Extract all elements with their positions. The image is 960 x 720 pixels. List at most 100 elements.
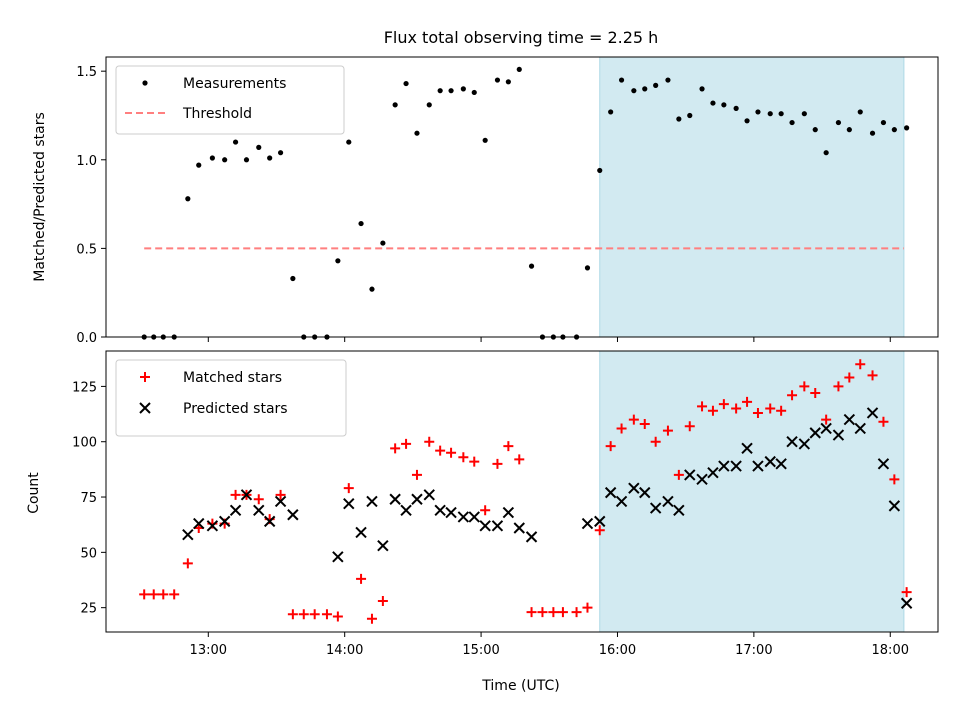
bottom-series0-point-18 [343, 483, 354, 494]
bottom-series0-point-48 [684, 421, 695, 432]
bottom-series0-point-10 [253, 494, 264, 505]
top-series0-point-67 [904, 125, 910, 131]
bottom-series0-point-30 [480, 505, 491, 516]
x-tick-label-5: 18:00 [872, 643, 909, 658]
top-y-tick-label-2: 1.0 [76, 154, 97, 169]
bottom-series1-point-31 [615, 495, 628, 508]
bottom-series0-point-66 [889, 474, 900, 485]
bottom-series1-point-36 [673, 504, 685, 517]
bottom-series0-point-41 [605, 441, 616, 452]
bottom-series0-point-20 [366, 613, 377, 624]
top-series0-point-64 [869, 130, 876, 136]
top-axes-frame [105, 56, 939, 338]
bottom-series1-point-27 [525, 531, 538, 543]
x-tick-label-0: 13:00 [190, 643, 227, 658]
top-series0-point-10 [256, 144, 262, 150]
bottom-series1-point-9 [287, 509, 299, 521]
bottom-series0-point-58 [799, 381, 810, 392]
bottom-series0-point-37 [557, 607, 568, 618]
bottom-series0-point-24 [411, 469, 422, 480]
top-series0-point-12 [277, 150, 284, 156]
bottom-series1-point-28 [581, 517, 594, 530]
bottom-series1-point-25 [502, 506, 515, 519]
bottom-series0-point-31 [492, 458, 503, 469]
bottom-series1-point-38 [696, 473, 708, 486]
top-series0-point-46 [665, 77, 671, 83]
top-series0-point-59 [812, 127, 818, 133]
bottom-y-tick-label-0: 25 [80, 602, 97, 617]
bottom-series0-point-3 [169, 589, 180, 600]
bottom-series0-point-4 [182, 558, 193, 569]
bottom-series0-point-15 [309, 609, 320, 620]
top-series0-point-27 [448, 88, 454, 94]
top-series0-point-65 [880, 119, 887, 126]
top-series0-point-19 [358, 220, 364, 227]
bottom-series1-point-34 [649, 502, 662, 514]
top-series0-point-7 [222, 157, 228, 163]
bottom-series1-point-22 [468, 511, 480, 523]
top-series0-point-48 [687, 112, 693, 119]
top-series0-point-63 [857, 109, 863, 115]
bottom-shaded-region [599, 350, 905, 633]
bottom-series0-point-62 [844, 372, 855, 383]
top-series0-point-39 [584, 265, 591, 271]
bottom-series1-point-41 [730, 460, 742, 472]
top-legend-handle-0 [142, 80, 148, 86]
top-series0-point-53 [744, 118, 750, 124]
bottom-series0-point-40 [594, 525, 605, 536]
top-series0-point-6 [209, 155, 215, 161]
bottom-series1-point-47 [798, 438, 811, 450]
bottom-series0-point-26 [435, 445, 446, 456]
top-panel: 0.0 0.5 1.0 1.5 Measurements Threshold [76, 56, 939, 346]
bottom-series0-point-64 [867, 370, 878, 381]
bottom-series1-point-53 [866, 407, 879, 419]
bottom-y-tick-label-3: 100 [72, 436, 97, 451]
top-series0-point-43 [631, 88, 637, 94]
bottom-series1-point-46 [786, 436, 798, 448]
bottom-series0-point-67 [901, 587, 912, 598]
bottom-series0-point-19 [356, 573, 367, 584]
bottom-legend-handle-1 [139, 402, 151, 414]
bottom-series1-point-14 [377, 540, 389, 552]
top-series0-point-57 [789, 119, 795, 126]
top-series0-point-52 [733, 105, 739, 111]
bottom-series0-point-49 [697, 401, 708, 412]
bottom-series1-point-3 [218, 515, 231, 528]
bottom-series1-point-42 [741, 442, 753, 455]
x-tick-label-2: 15:00 [462, 643, 499, 658]
top-series0-point-44 [642, 86, 648, 92]
bottom-series0-point-59 [810, 388, 821, 399]
bottom-series1-point-13 [366, 495, 378, 508]
bottom-series0-point-22 [390, 443, 401, 454]
bottom-series0-point-12 [275, 489, 286, 500]
bottom-series0-point-39 [582, 602, 593, 613]
bottom-series1-point-54 [877, 458, 890, 470]
top-series0-point-50 [710, 100, 716, 106]
bottom-series1-point-5 [240, 489, 253, 501]
bottom-legend-handle-0 [140, 372, 150, 382]
bottom-series1-point-43 [752, 460, 764, 472]
bottom-series0-point-56 [776, 405, 787, 416]
bottom-series0-point-21 [377, 596, 388, 607]
top-series0-point-4 [185, 196, 191, 202]
bottom-series1-point-10 [332, 551, 344, 563]
top-series0-point-24 [414, 130, 420, 136]
bottom-series0-point-25 [424, 436, 435, 447]
bottom-series0-point-51 [718, 399, 729, 410]
bottom-series0-point-29 [469, 456, 480, 467]
bottom-series1-point-19 [434, 504, 446, 517]
top-series0-point-21 [380, 240, 386, 246]
bottom-series1-point-7 [263, 515, 276, 528]
top-shaded-region [599, 56, 905, 338]
bottom-legend: Matched stars Predicted stars [115, 359, 347, 437]
top-y-tick-label-0: 0.0 [76, 331, 97, 346]
bottom-series0-point-36 [548, 607, 559, 618]
top-series0-point-55 [767, 111, 773, 117]
bottom-series0-point-35 [537, 607, 548, 618]
bottom-series1-point-15 [389, 493, 401, 505]
bottom-series0-point-55 [765, 403, 776, 414]
bottom-y-tick-label-2: 75 [80, 491, 97, 506]
bottom-series0-point-27 [446, 447, 457, 458]
bottom-series1-point-33 [639, 486, 651, 499]
